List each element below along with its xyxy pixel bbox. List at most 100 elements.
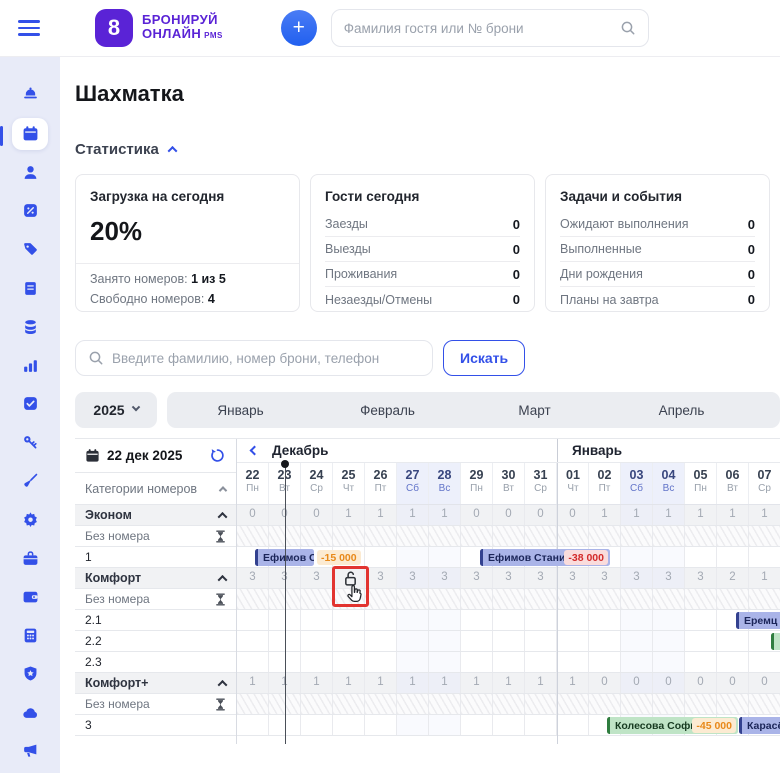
grid-cell[interactable] <box>749 526 780 546</box>
grid-cell[interactable] <box>333 715 365 735</box>
grid-cell[interactable] <box>749 694 780 714</box>
sidebar-item-tasks[interactable] <box>12 388 48 421</box>
sidebar-item-keys[interactable] <box>12 426 48 459</box>
grid-cell[interactable] <box>717 547 749 567</box>
guest-search-input[interactable] <box>343 20 620 36</box>
grid-cell[interactable] <box>525 652 557 672</box>
grid-cell[interactable] <box>589 589 621 609</box>
sidebar-item-finance[interactable] <box>12 310 48 343</box>
grid-cell[interactable] <box>461 526 493 546</box>
grid-cell[interactable] <box>397 589 429 609</box>
grid-cell[interactable] <box>429 652 461 672</box>
grid-cell[interactable] <box>493 589 525 609</box>
sidebar-item-discounts[interactable] <box>12 195 48 228</box>
grid-cell[interactable] <box>653 652 685 672</box>
grid-cell[interactable] <box>429 610 461 630</box>
grid-cell[interactable] <box>365 694 397 714</box>
grid-cell[interactable] <box>397 715 429 735</box>
grid-cell[interactable] <box>749 652 780 672</box>
grid-cell[interactable] <box>685 526 717 546</box>
sidebar-item-marketing[interactable] <box>12 735 48 768</box>
grid-cell[interactable] <box>237 610 269 630</box>
booking-pill-Еремц[interactable]: Еремц <box>736 612 780 629</box>
statistics-toggle[interactable]: Статистика <box>75 141 780 158</box>
grid-cell[interactable] <box>685 631 717 651</box>
sidebar-item-tags[interactable] <box>12 233 48 266</box>
grid-cell[interactable] <box>557 715 589 735</box>
grid-cell[interactable] <box>493 715 525 735</box>
grid-cell[interactable] <box>397 547 429 567</box>
grid-cell[interactable] <box>717 589 749 609</box>
grid-cell[interactable] <box>365 589 397 609</box>
grid-cell[interactable] <box>589 547 621 567</box>
grid-cell[interactable] <box>237 715 269 735</box>
grid-cell[interactable] <box>397 652 429 672</box>
booking-pill-Карасё[interactable]: Карасё <box>739 717 780 734</box>
grid-cell[interactable] <box>653 610 685 630</box>
sidebar-item-guests[interactable] <box>12 156 48 189</box>
grid-cell[interactable] <box>333 694 365 714</box>
grid-cell[interactable] <box>685 589 717 609</box>
category-row-label[interactable]: Комфорт+ <box>75 673 236 694</box>
grid-cell[interactable] <box>301 526 333 546</box>
year-selector[interactable]: 2025 <box>75 392 157 428</box>
grid-cell[interactable] <box>461 652 493 672</box>
month-tab-Март[interactable]: Март <box>518 402 551 418</box>
sidebar-item-settings[interactable] <box>12 503 48 536</box>
grid-cell[interactable] <box>685 652 717 672</box>
grid-cell[interactable] <box>397 526 429 546</box>
grid-cell[interactable] <box>589 526 621 546</box>
grid-cell[interactable] <box>621 589 653 609</box>
hamburger-menu-icon[interactable] <box>18 20 40 36</box>
grid-cell[interactable] <box>429 547 461 567</box>
grid-cell[interactable] <box>685 547 717 567</box>
grid-cell[interactable] <box>365 526 397 546</box>
prev-period-chevron-icon[interactable] <box>249 445 260 456</box>
grid-cell[interactable] <box>237 631 269 651</box>
grid-cell[interactable] <box>621 547 653 567</box>
grid-cell[interactable] <box>429 526 461 546</box>
booking-search-input[interactable] <box>112 350 420 366</box>
grid-cell[interactable] <box>269 631 301 651</box>
sidebar-item-calculator[interactable] <box>12 619 48 652</box>
sidebar-item-wallet[interactable] <box>12 580 48 613</box>
sidebar-item-bell[interactable] <box>12 79 48 112</box>
grid-cell[interactable] <box>333 610 365 630</box>
search-button[interactable]: Искать <box>443 340 526 376</box>
grid-cell[interactable] <box>269 715 301 735</box>
grid-cell[interactable] <box>237 652 269 672</box>
sidebar-item-analytics[interactable] <box>12 349 48 382</box>
grid-cell[interactable] <box>461 610 493 630</box>
grid-cell[interactable] <box>525 715 557 735</box>
grid-cell[interactable] <box>621 526 653 546</box>
grid-cell[interactable] <box>397 610 429 630</box>
booking-pill-Ефимов Станис[interactable]: Ефимов Станис -38 000 <box>480 549 610 566</box>
grid-cell[interactable] <box>621 631 653 651</box>
grid-cell[interactable] <box>493 694 525 714</box>
grid-cell[interactable] <box>685 610 717 630</box>
grid-cell[interactable] <box>525 589 557 609</box>
grid-cell[interactable] <box>493 631 525 651</box>
grid-cell[interactable] <box>269 652 301 672</box>
grid-cell[interactable] <box>301 631 333 651</box>
grid-cell[interactable] <box>365 715 397 735</box>
month-tab-Апрель[interactable]: Апрель <box>658 402 705 418</box>
grid-cell[interactable] <box>653 631 685 651</box>
grid-cell[interactable] <box>717 652 749 672</box>
category-row-label[interactable]: Комфорт <box>75 568 236 589</box>
grid-cell[interactable] <box>621 694 653 714</box>
grid-cell[interactable] <box>621 610 653 630</box>
grid-cell[interactable] <box>237 589 269 609</box>
category-row-label[interactable]: Эконом <box>75 505 236 526</box>
sidebar-item-documents[interactable] <box>12 272 48 305</box>
grid-cell[interactable] <box>365 631 397 651</box>
grid-cell[interactable] <box>237 526 269 546</box>
grid-cell[interactable] <box>557 589 589 609</box>
grid-cell[interactable] <box>589 610 621 630</box>
grid-cell[interactable] <box>301 589 333 609</box>
grid-cell[interactable] <box>717 631 749 651</box>
grid-cell[interactable] <box>429 631 461 651</box>
grid-cell[interactable] <box>525 526 557 546</box>
grid-cell[interactable] <box>653 526 685 546</box>
grid-cell[interactable] <box>653 547 685 567</box>
